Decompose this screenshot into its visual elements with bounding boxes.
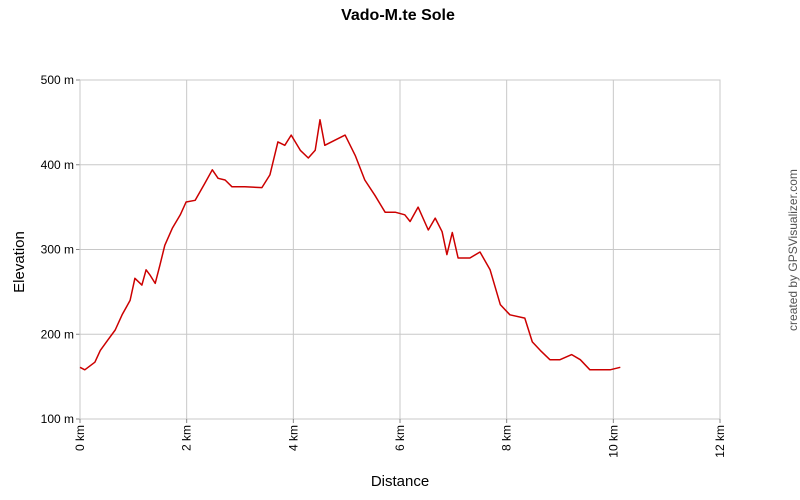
y-tick-label: 100 m (41, 412, 74, 426)
x-tick-label: 6 km (393, 425, 407, 451)
y-axis-label: Elevation (11, 231, 28, 293)
y-tick-label: 200 m (41, 327, 74, 341)
credit: created by GPSVisualizer.com (786, 169, 800, 331)
x-tick-label: 4 km (286, 425, 300, 451)
x-tick-label: 10 km (606, 425, 620, 458)
elevation-line (79, 119, 621, 371)
x-tick-label: 0 km (73, 425, 87, 451)
chart-title: Vado-M.te Sole (341, 7, 455, 24)
y-tick-label: 500 m (41, 73, 74, 87)
x-tick-label: 8 km (500, 425, 514, 451)
x-tick-label: 2 km (180, 425, 194, 451)
x-axis-label: Distance (371, 473, 429, 490)
y-tick-label: 300 m (41, 243, 74, 257)
y-tick-label: 400 m (41, 158, 74, 172)
x-tick-label: 12 km (713, 425, 727, 458)
